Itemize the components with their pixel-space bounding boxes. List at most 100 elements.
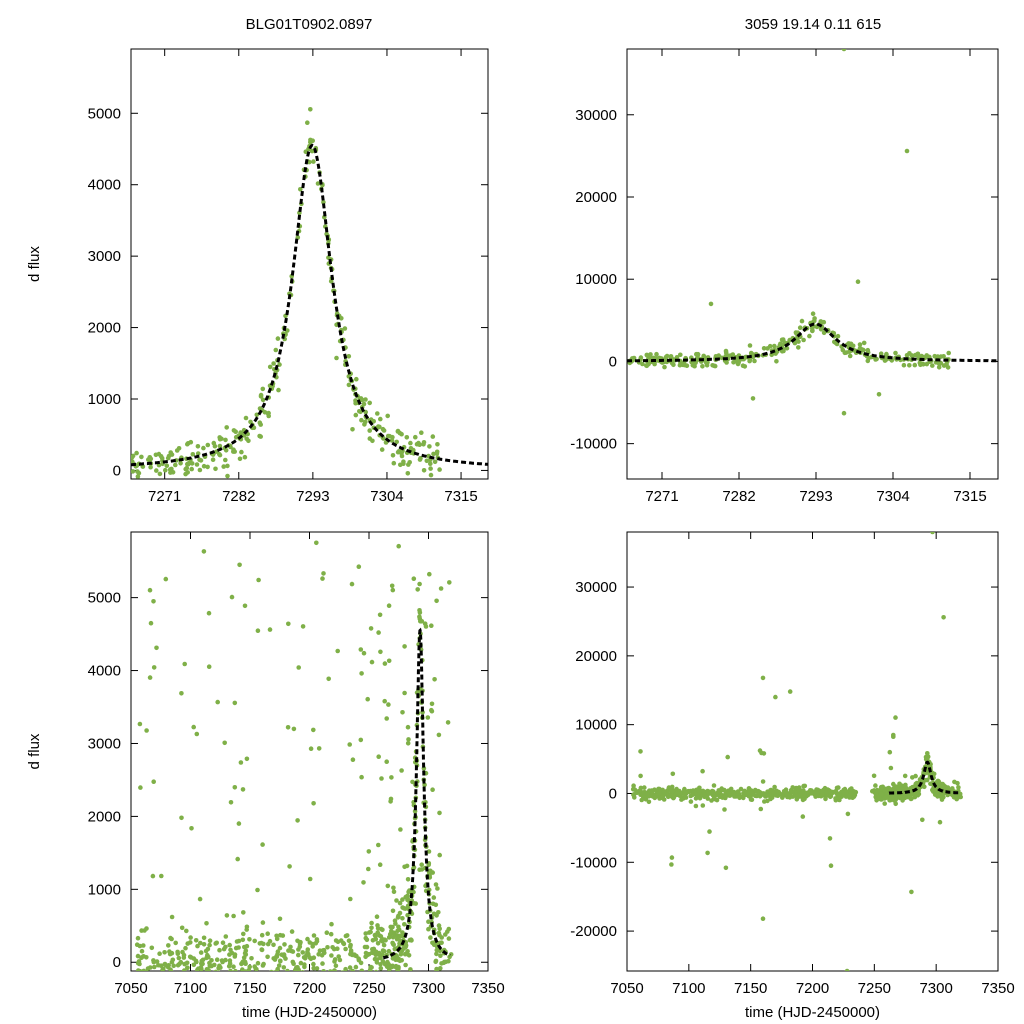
data-point [772, 343, 777, 349]
data-point [390, 908, 396, 914]
data-point [424, 458, 430, 464]
data-point [920, 817, 925, 823]
data-point [236, 938, 242, 944]
data-point [910, 791, 915, 797]
data-point [903, 782, 908, 788]
data-point [436, 910, 441, 915]
data-point [243, 969, 248, 971]
data-point [138, 785, 143, 790]
data-point [367, 400, 373, 406]
data-point [163, 963, 169, 968]
data-point [631, 783, 636, 788]
data-point [693, 803, 699, 809]
data-point [300, 624, 306, 629]
data-point [311, 159, 316, 164]
data-point [413, 434, 418, 440]
y-tick-label: 4000 [88, 663, 121, 680]
data-point [406, 737, 411, 742]
data-point [336, 954, 342, 959]
data-point [343, 946, 348, 952]
data-point [390, 940, 395, 946]
data-point [386, 603, 392, 608]
data-point [349, 581, 355, 587]
data-point [400, 448, 405, 454]
data-point [434, 451, 440, 456]
data-point [185, 441, 190, 447]
plot-frame [130, 48, 489, 480]
data-point [275, 336, 281, 341]
x-tick-label: 7271 [645, 488, 678, 505]
y-tick-label: 20000 [575, 189, 617, 206]
data-point [821, 330, 827, 336]
data-point [403, 943, 409, 949]
data-point [382, 661, 388, 666]
data-point [437, 940, 443, 946]
data-point [828, 792, 833, 797]
data-point [188, 955, 194, 960]
panel-top-right: 7271 7282 7293 7304 7315 -10000 0 10000 20000 300… [570, 48, 999, 505]
data-point [329, 921, 334, 927]
data-point [393, 963, 399, 969]
data-point [437, 810, 442, 816]
data-point [276, 387, 281, 393]
data-point [875, 787, 880, 793]
data-point [367, 428, 373, 433]
data-point [144, 728, 149, 733]
data-point [916, 791, 922, 797]
data-point [340, 970, 345, 971]
data-point [400, 974, 405, 979]
data-point [327, 990, 332, 995]
data-point [220, 959, 225, 965]
data-point [301, 971, 306, 976]
data-point [258, 422, 264, 427]
model-curve [131, 143, 488, 467]
data-point [377, 612, 383, 618]
x-tick-label: 7304 [876, 488, 909, 505]
data-point [224, 913, 230, 918]
data-point [801, 337, 806, 343]
data-point [201, 942, 207, 947]
data-point [259, 932, 265, 938]
data-point [385, 883, 391, 889]
panels-group: 7271 7282 7293 7304 7315 0 1000 2000 3000 4000 500… [26, 48, 1015, 1021]
data-point [659, 795, 664, 801]
data-point [426, 849, 432, 854]
data-point [390, 935, 396, 940]
data-point [231, 964, 236, 969]
data-point [415, 587, 421, 592]
data-point [419, 862, 425, 867]
data-point [399, 997, 404, 1002]
data-point [378, 955, 383, 961]
data-point [397, 910, 403, 916]
model-curve [888, 760, 959, 795]
y-tick-label: 0 [609, 785, 617, 802]
data-point [311, 933, 317, 938]
y-tick-label: 30000 [575, 107, 617, 124]
outlier-point [841, 49, 847, 52]
data-point [281, 953, 287, 959]
data-point [200, 957, 206, 963]
data-point [181, 952, 187, 958]
data-point [353, 964, 359, 970]
data-point [927, 763, 932, 769]
data-point [369, 920, 374, 926]
data-point [379, 447, 385, 452]
data-point [682, 362, 687, 368]
data-point [447, 954, 452, 960]
data-point [909, 796, 914, 802]
data-point [411, 865, 417, 870]
data-point [220, 940, 226, 945]
data-point [182, 961, 187, 967]
data-point [400, 916, 405, 921]
data-point [700, 768, 705, 774]
data-point [882, 358, 888, 363]
data-point [154, 959, 160, 964]
data-point [367, 967, 373, 971]
data-point [175, 949, 180, 955]
data-point [375, 970, 378, 971]
data-point [397, 984, 402, 989]
data-point [376, 630, 381, 635]
data-point [952, 779, 957, 785]
data-point [311, 965, 317, 971]
data-point [217, 443, 223, 449]
